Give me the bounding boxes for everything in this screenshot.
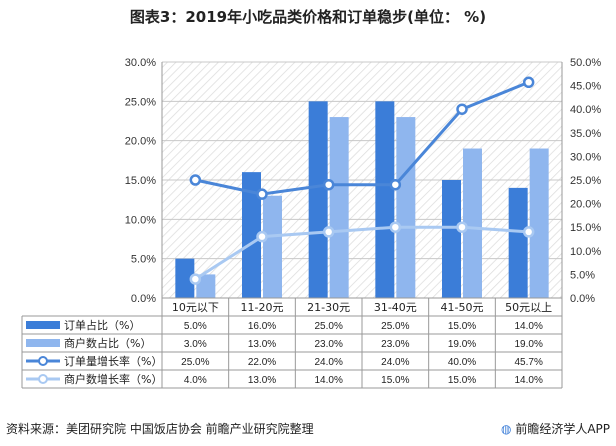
- marker-order-growth: [189, 174, 202, 186]
- bar-order-share: [175, 258, 195, 298]
- table-cell-value: 23.0%: [381, 339, 409, 350]
- y-left-tick-label: 30.0%: [125, 57, 156, 69]
- bar-merchant-share: [196, 274, 216, 298]
- y-right-tick-label: 30.0%: [570, 151, 601, 163]
- marker-merchant-growth: [456, 221, 468, 233]
- marker-merchant-growth: [389, 221, 402, 233]
- line-order-growth: [195, 80, 530, 196]
- marker-merchant-growth: [256, 230, 268, 243]
- y-left-tick-label: 20.0%: [125, 136, 156, 148]
- legend-label: 商户数增长率（%）: [64, 372, 162, 386]
- table-cell-value: 14.0%: [514, 321, 542, 332]
- brand-credit: ◍ 前瞻经济学人APP: [501, 420, 610, 437]
- table-cell-value: 16.0%: [248, 321, 276, 332]
- marker-order-growth: [322, 178, 335, 191]
- table-cell-value: 15.0%: [381, 375, 409, 386]
- table-cell-value: 45.7%: [514, 357, 542, 368]
- y-left-tick-label: 25.0%: [125, 96, 156, 108]
- bar-order-share: [308, 101, 328, 298]
- table-cell-value: 14.0%: [514, 375, 542, 386]
- brand-name: 前瞻经济学人APP: [515, 422, 610, 436]
- marker-merchant-growth: [189, 273, 202, 285]
- x-category-label: 11-20元: [241, 301, 284, 314]
- y-right-tick-label: 20.0%: [570, 199, 601, 211]
- table-cell-value: 14.0%: [314, 375, 342, 386]
- bar-order-share: [442, 180, 461, 298]
- legend-swatch: [26, 321, 60, 329]
- legend-swatch: [38, 356, 48, 366]
- y-right-tick-label: 10.0%: [570, 246, 601, 258]
- y-right-tick-label: 15.0%: [570, 222, 601, 234]
- y-right-tick-label: 50.0%: [570, 57, 601, 69]
- table-cell-value: 23.0%: [314, 339, 342, 350]
- table-cell-value: 13.0%: [248, 375, 276, 386]
- y-right-tick-label: 0.0%: [570, 293, 595, 305]
- bar-order-share: [242, 172, 261, 298]
- legend-label: 订单量增长率（%）: [64, 354, 162, 368]
- table-cell-value: 15.0%: [448, 321, 476, 332]
- x-category-label: 50元以上: [505, 301, 552, 314]
- table-cell-value: 25.0%: [381, 321, 409, 332]
- table-cell-value: 24.0%: [381, 357, 409, 368]
- legend-swatch: [26, 339, 60, 347]
- y-left-tick-label: 10.0%: [125, 214, 156, 226]
- marker-order-growth: [256, 188, 268, 200]
- x-category-label: 10元以下: [172, 301, 219, 314]
- table-cell-value: 19.0%: [448, 339, 476, 350]
- marker-merchant-growth: [522, 226, 535, 238]
- legend-label: 商户数占比（%）: [64, 336, 151, 350]
- x-category-label: 31-40元: [374, 301, 417, 314]
- table-cell-value: 22.0%: [248, 357, 276, 368]
- line-merchant-growth: [194, 225, 529, 281]
- table-cell-value: 15.0%: [448, 375, 476, 386]
- table-cell-value: 4.0%: [184, 375, 207, 386]
- y-right-tick-label: 5.0%: [570, 269, 595, 281]
- table-cell-value: 13.0%: [248, 339, 276, 350]
- y-right-tick-label: 40.0%: [570, 104, 601, 116]
- bar-order-share: [375, 101, 395, 298]
- bar-merchant-share: [263, 195, 282, 298]
- chart-title: 图表3：2019年小吃品类价格和订单稳步(单位： %): [129, 8, 487, 26]
- bar-merchant-share: [529, 148, 549, 298]
- y-right-tick-label: 35.0%: [570, 128, 601, 140]
- legend-swatch: [38, 374, 48, 384]
- table-cell-value: 25.0%: [314, 321, 342, 332]
- qianzhan-logo-icon: ◍: [501, 422, 512, 436]
- bar-order-share: [508, 187, 528, 298]
- x-category-label: 21-30元: [307, 301, 350, 314]
- y-right-tick-label: 25.0%: [570, 175, 601, 187]
- marker-merchant-growth: [322, 226, 335, 238]
- bar-merchant-share: [329, 117, 349, 298]
- y-left-tick-label: 0.0%: [131, 293, 156, 305]
- table-cell-value: 25.0%: [181, 357, 209, 368]
- legend-label: 订单占比（%）: [64, 318, 140, 332]
- table-cell-value: 3.0%: [184, 339, 207, 350]
- marker-order-growth: [522, 76, 535, 89]
- y-left-tick-label: 5.0%: [131, 254, 156, 266]
- table-cell-value: 24.0%: [314, 357, 342, 368]
- marker-order-growth: [389, 178, 402, 191]
- marker-order-growth: [456, 103, 468, 115]
- table-cell-value: 5.0%: [184, 321, 207, 332]
- table-cell-value: 19.0%: [514, 339, 542, 350]
- y-right-tick-label: 45.0%: [570, 81, 601, 93]
- source-note: 资料来源：美团研究院 中国饭店协会 前瞻产业研究院整理: [6, 422, 314, 436]
- bar-merchant-share: [396, 117, 416, 298]
- y-left-tick-label: 15.0%: [125, 175, 156, 187]
- x-category-label: 41-50元: [441, 301, 484, 314]
- table-cell-value: 40.0%: [448, 357, 476, 368]
- bar-merchant-share: [463, 148, 482, 298]
